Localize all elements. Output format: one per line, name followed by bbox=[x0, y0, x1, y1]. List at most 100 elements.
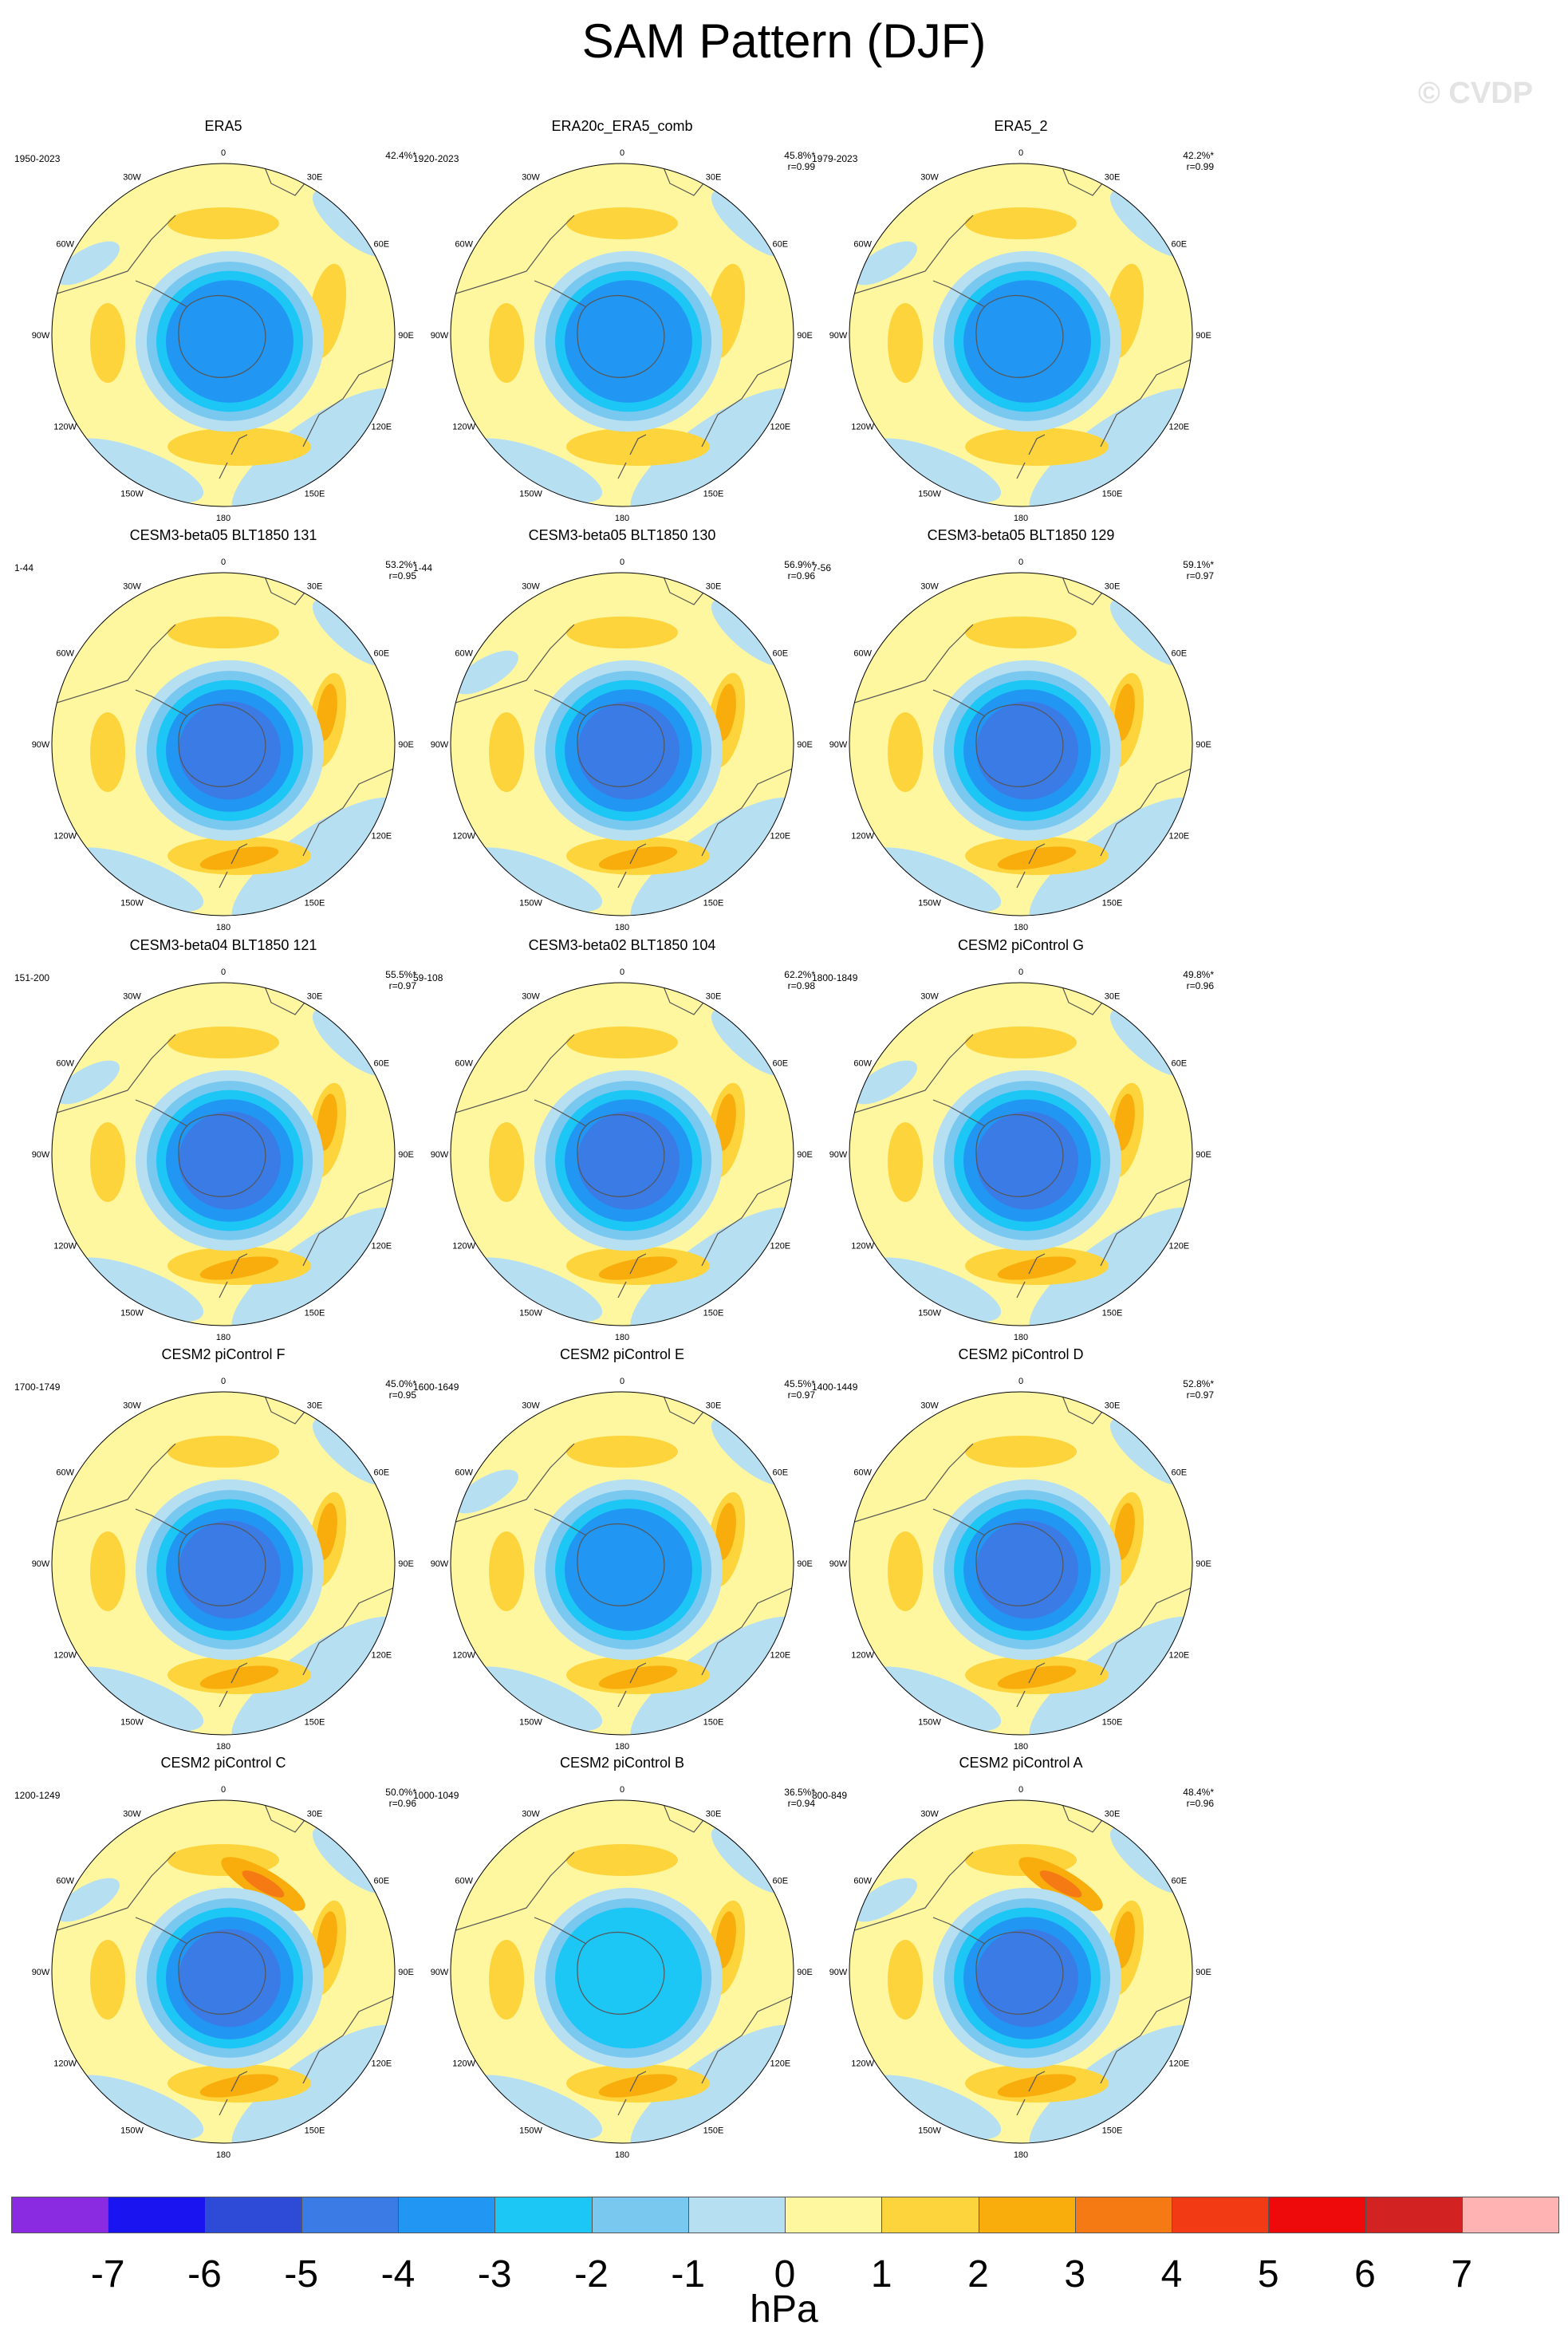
longitude-label: 60W bbox=[455, 240, 473, 250]
map-boundary bbox=[450, 982, 794, 1326]
positive-anomaly-blob bbox=[566, 1436, 678, 1468]
antarctica-coastline bbox=[178, 1523, 266, 1606]
longitude-label: 150W bbox=[120, 489, 144, 499]
longitude-label: 90E bbox=[398, 1150, 414, 1160]
longitude-label: 120W bbox=[452, 1242, 475, 1251]
negative-core-contour bbox=[976, 701, 1078, 800]
longitude-label: 0 bbox=[221, 968, 226, 977]
panel-title: CESM3-beta04 BLT1850 121 bbox=[129, 937, 317, 953]
longitude-label: 30W bbox=[920, 582, 939, 592]
panel-stats: 45.0%* r=0.95 bbox=[385, 1378, 416, 1401]
negative-core-contour bbox=[166, 280, 294, 403]
positive-anomaly-blob bbox=[489, 303, 524, 383]
negative-anomaly-patch bbox=[466, 1257, 603, 1322]
south-america-coastline bbox=[849, 1851, 974, 1933]
map-boundary bbox=[51, 1799, 396, 2144]
africa-coastline bbox=[262, 573, 312, 605]
south-america-coastline bbox=[451, 215, 575, 296]
longitude-label: 180 bbox=[1014, 1333, 1028, 1342]
longitude-label: 0 bbox=[221, 148, 226, 158]
new-zealand-coastline bbox=[219, 1662, 248, 1708]
new-zealand-coastline bbox=[1016, 843, 1046, 889]
australia-coastline bbox=[1100, 1995, 1192, 2084]
new-zealand-coastline bbox=[219, 843, 248, 889]
longitude-label: 60E bbox=[773, 1877, 789, 1886]
negative-anomaly-patch bbox=[865, 1257, 1002, 1322]
longitude-label: 120E bbox=[1168, 1651, 1189, 1661]
longitude-label: 90E bbox=[398, 740, 414, 750]
positive-anomaly-blob bbox=[489, 1122, 524, 1202]
panel-title: ERA5 bbox=[204, 118, 242, 134]
positive-anomaly-blob bbox=[167, 428, 311, 466]
negative-anomaly-patch bbox=[466, 847, 603, 912]
negative-core-contour bbox=[179, 1520, 281, 1619]
longitude-label: 150E bbox=[305, 1308, 325, 1318]
colorbar-tick-label: 0 bbox=[774, 2253, 796, 2296]
negative-core-contour bbox=[976, 1929, 1078, 2028]
longitude-label: 180 bbox=[1014, 923, 1028, 932]
longitude-label: 180 bbox=[216, 1333, 230, 1342]
panel-period: 1400-1449 bbox=[812, 1381, 858, 1393]
longitude-label: 30W bbox=[123, 1810, 141, 1819]
negative-anomaly-patch bbox=[56, 1060, 120, 1105]
longitude-label: 60W bbox=[853, 649, 872, 659]
panel-stats: 59.1%* r=0.97 bbox=[1183, 559, 1214, 581]
negative-anomaly-patch bbox=[1029, 1207, 1192, 1326]
negative-anomaly-patch bbox=[630, 1207, 794, 1326]
longitude-label: 90E bbox=[1196, 740, 1211, 750]
longitude-label: 30E bbox=[1105, 173, 1121, 183]
longitude-label: 150W bbox=[120, 2126, 144, 2135]
map-panel: CESM3-beta05 BLT1850 130 1-44 56.9%* r=0.96… bbox=[399, 527, 845, 942]
strong-positive-anomaly bbox=[997, 2074, 1077, 2098]
variance-explained: 53.2%* bbox=[385, 559, 416, 570]
longitude-label: 0 bbox=[620, 1377, 624, 1386]
negative-anomaly-patch bbox=[67, 847, 204, 912]
pattern-correlation: r=0.97 bbox=[1186, 570, 1214, 581]
peninsula-coastline bbox=[932, 1917, 986, 1945]
polar-map: 0 30E 60E 90E 120E 150E 180 150W 120W 90W 60W 30W bbox=[829, 148, 1211, 523]
map-panel: ERA5 1950-2023 42.4%* 0 30E 60E 90E 120E 150E 180… bbox=[0, 118, 447, 533]
longitude-label: 60W bbox=[56, 240, 74, 250]
strong-positive-anomaly bbox=[317, 1911, 337, 1969]
longitude-label: 150W bbox=[918, 489, 941, 499]
longitude-label: 0 bbox=[1018, 1377, 1023, 1386]
polar-map: 0 30E 60E 90E 120E 150E 180 150W 120W 90W 60W 30W bbox=[829, 558, 1211, 932]
strong-positive-anomaly bbox=[715, 1094, 736, 1151]
longitude-label: 90W bbox=[431, 331, 449, 341]
strong-positive-anomaly bbox=[1114, 684, 1135, 741]
pattern-correlation: r=0.96 bbox=[1186, 980, 1214, 991]
longitude-label: 120E bbox=[371, 1242, 392, 1251]
longitude-label: 120E bbox=[371, 832, 392, 841]
longitude-label: 30W bbox=[920, 1810, 939, 1819]
australia-coastline bbox=[302, 358, 395, 447]
polar-map: 0 30E 60E 90E 120E 150E 180 150W 120W 90W 60W 30W bbox=[431, 1377, 813, 1752]
colorbar-tick-label: 4 bbox=[1160, 2253, 1183, 2296]
longitude-label: 150E bbox=[703, 489, 724, 499]
new-zealand-coastline bbox=[1016, 1662, 1046, 1708]
longitude-label: 30E bbox=[1105, 1401, 1121, 1411]
peninsula-coastline bbox=[932, 1508, 986, 1536]
positive-anomaly-blob bbox=[566, 1027, 678, 1058]
africa-coastline bbox=[262, 983, 312, 1015]
figure-title: SAM Pattern (DJF) bbox=[581, 14, 987, 68]
colorbar-tick-label: -1 bbox=[671, 2253, 706, 2296]
south-america-coastline bbox=[451, 1034, 575, 1115]
new-zealand-coastline bbox=[617, 2071, 647, 2116]
longitude-label: 0 bbox=[620, 148, 624, 158]
longitude-label: 60E bbox=[374, 1877, 390, 1886]
longitude-label: 150W bbox=[120, 898, 144, 908]
positive-anomaly-blob bbox=[888, 1122, 923, 1202]
longitude-label: 30E bbox=[706, 582, 722, 592]
negative-core-contour bbox=[565, 1508, 692, 1631]
negative-anomaly-patch bbox=[853, 1878, 917, 1922]
longitude-label: 0 bbox=[221, 1785, 226, 1795]
africa-coastline bbox=[1060, 164, 1109, 196]
longitude-label: 30E bbox=[1105, 1810, 1121, 1819]
panel-period: 7-56 bbox=[812, 562, 832, 573]
positive-anomaly-blob bbox=[489, 712, 524, 792]
map-boundary bbox=[849, 1799, 1193, 2144]
longitude-label: 60E bbox=[1172, 240, 1188, 250]
variance-explained: 49.8%* bbox=[1183, 969, 1214, 980]
negative-anomaly-patch bbox=[56, 1878, 120, 1922]
polar-map: 0 30E 60E 90E 120E 150E 180 150W 120W 90W 60W 30W bbox=[431, 968, 813, 1342]
